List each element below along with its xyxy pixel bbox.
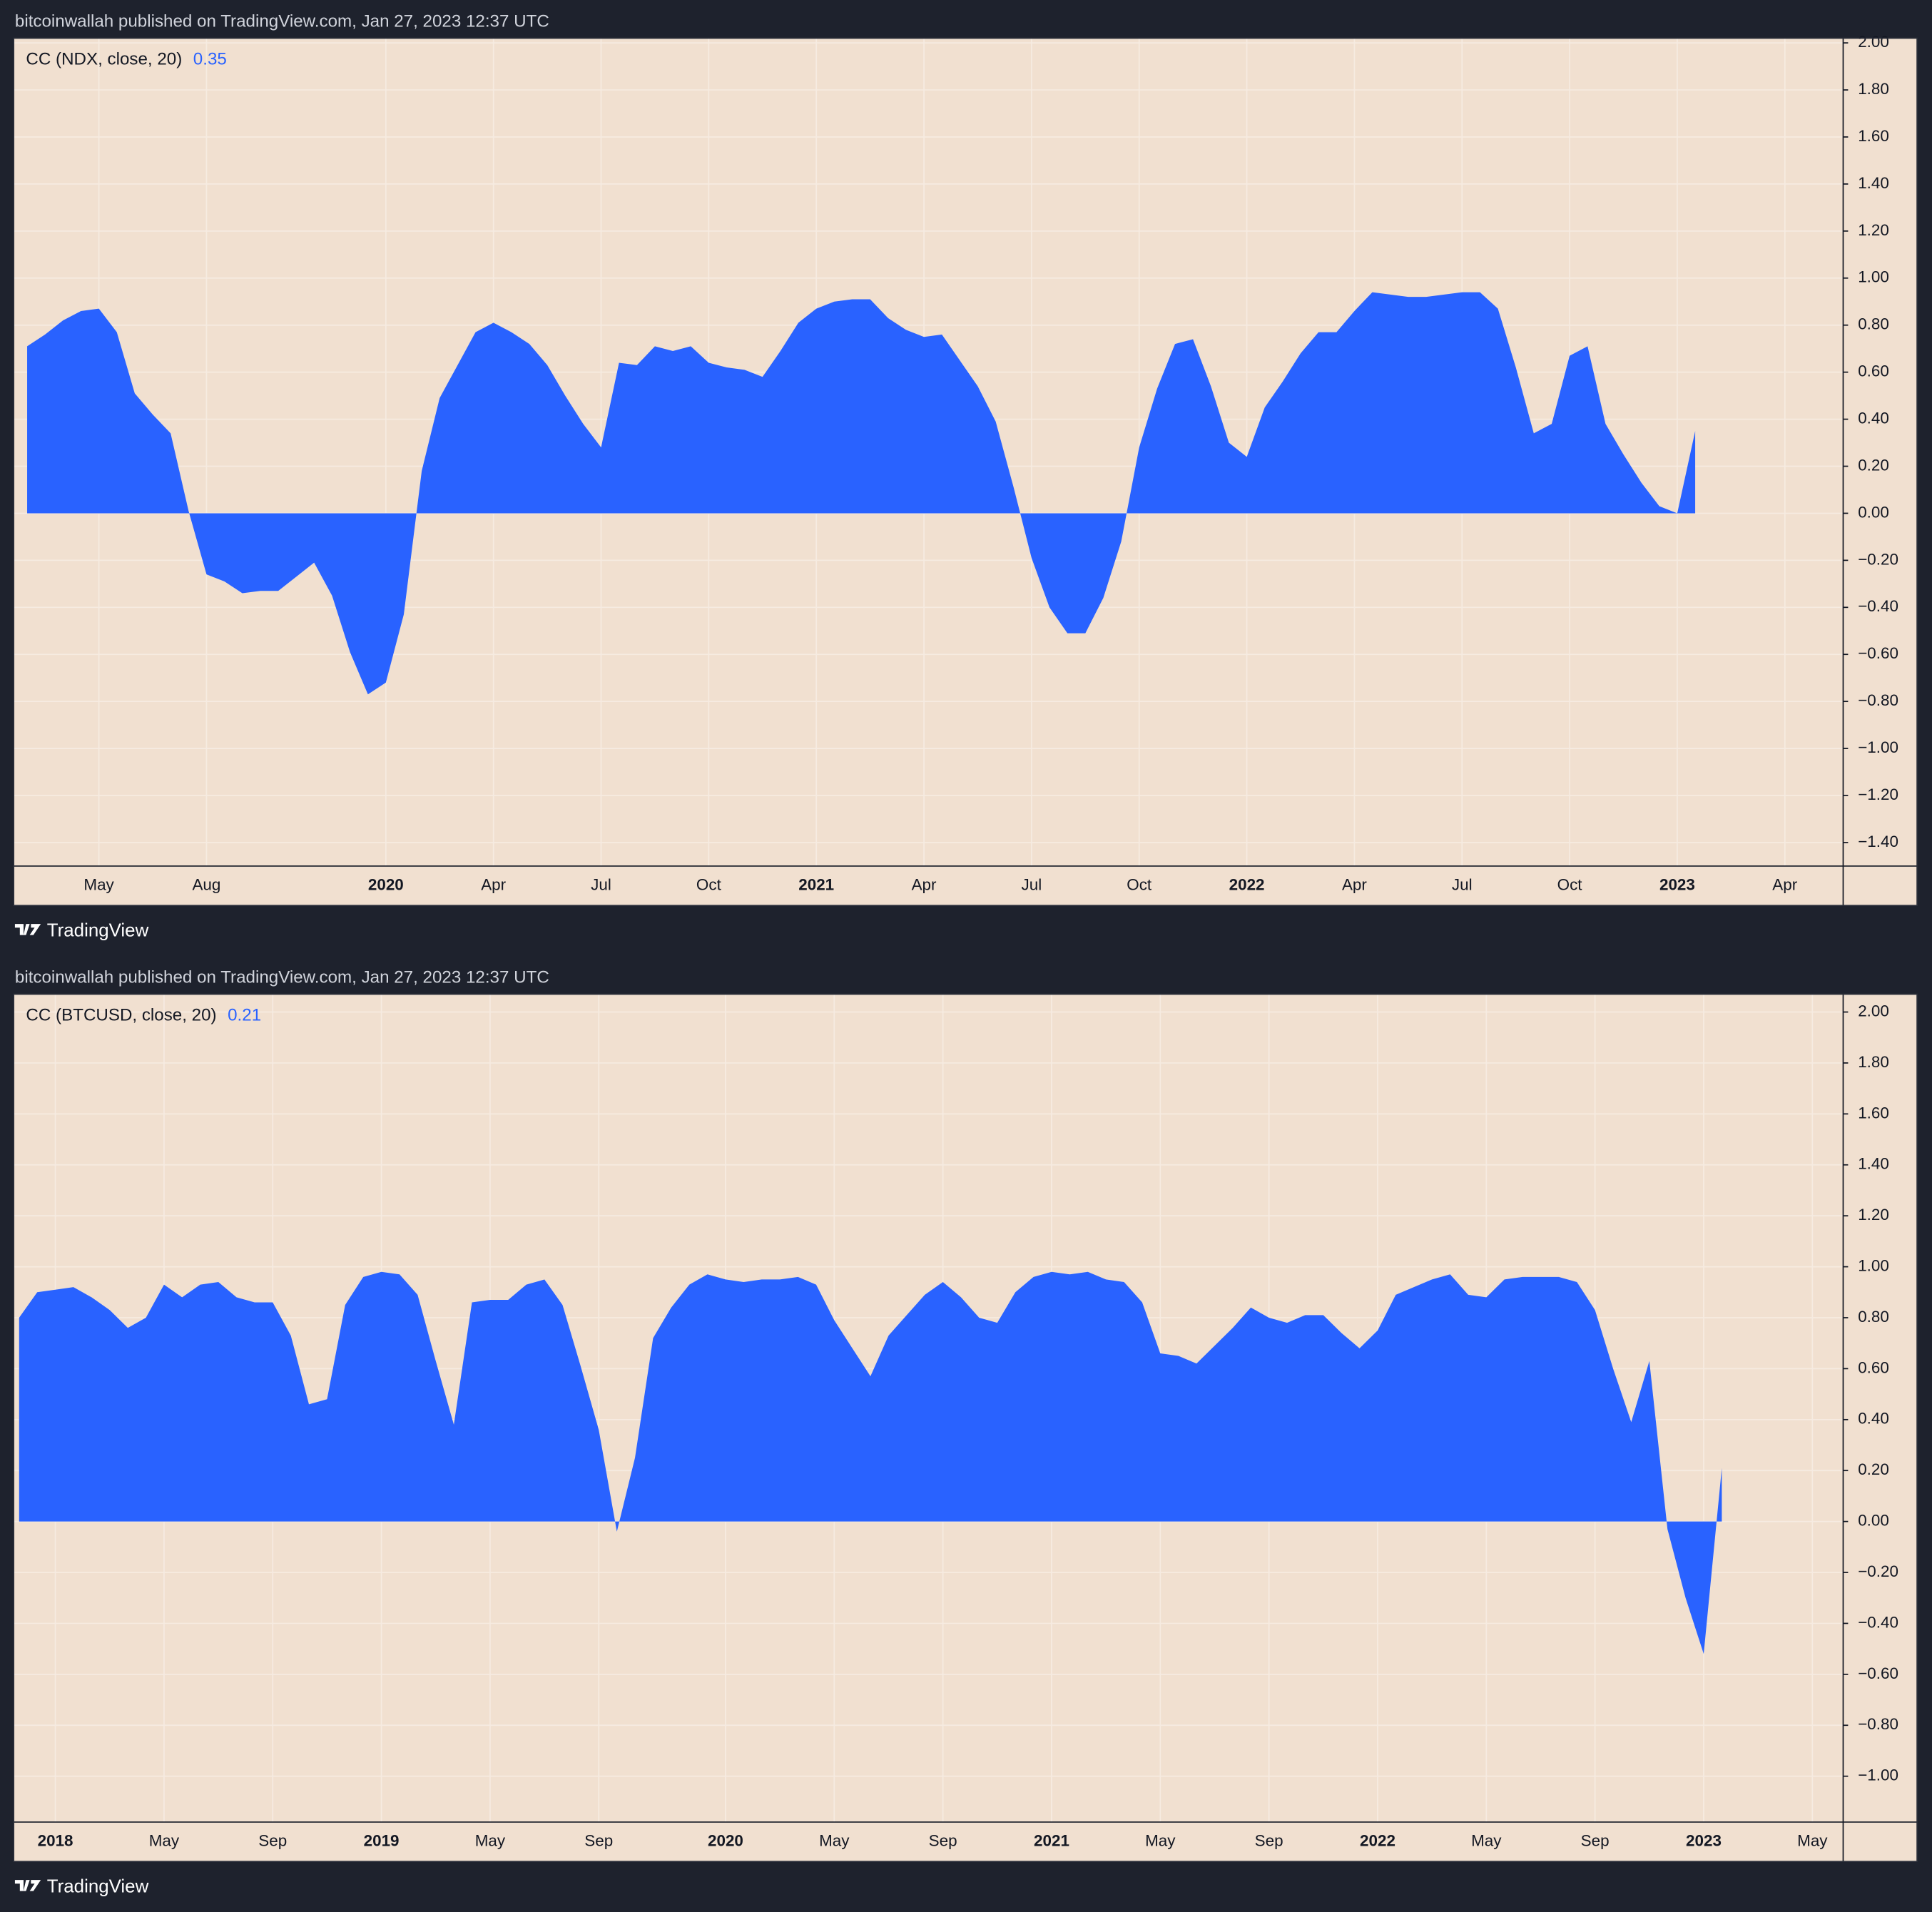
brand-name: TradingView: [47, 1876, 149, 1896]
x-tick-label: May: [475, 1831, 506, 1849]
x-tick-label: Apr: [481, 875, 506, 893]
brand-logo: [14, 1880, 41, 1891]
x-tick-label: May: [1471, 1831, 1502, 1849]
y-tick-label: 0.80: [1858, 315, 1889, 333]
x-tick-label: 2018: [38, 1831, 73, 1849]
x-tick-label: Sep: [258, 1831, 287, 1849]
x-tick-label: Apr: [1342, 875, 1367, 893]
y-tick-label: 0.40: [1858, 1410, 1889, 1428]
area: [27, 292, 1696, 695]
y-tick-label: 1.60: [1858, 1104, 1889, 1122]
y-tick-label: 1.20: [1858, 1206, 1889, 1224]
legend-value: 0.35: [193, 50, 227, 69]
x-tick-label: Oct: [1557, 875, 1583, 893]
x-tick-label: May: [1145, 1831, 1176, 1849]
x-tick-label: May: [149, 1831, 180, 1849]
x-tick-label: 2020: [708, 1831, 743, 1849]
y-tick-label: −0.60: [1858, 644, 1898, 662]
chart-panel: bitcoinwallah published on TradingView.c…: [13, 967, 1918, 1896]
chart-border: [13, 993, 1918, 1863]
y-tick-label: 1.80: [1858, 80, 1889, 98]
x-tick-label: Jul: [591, 875, 611, 893]
y-tick-label: −1.00: [1858, 1766, 1898, 1784]
legend-title: CC (NDX, close, 20): [26, 50, 182, 69]
y-tick-label: 2.00: [1858, 33, 1889, 51]
y-tick-label: 1.00: [1858, 1256, 1889, 1274]
x-tick-label: 2022: [1360, 1831, 1395, 1849]
y-tick-label: −1.00: [1858, 738, 1898, 756]
x-tick-label: 2021: [1034, 1831, 1069, 1849]
y-tick-label: 0.60: [1858, 1358, 1889, 1376]
y-tick-label: −0.20: [1858, 550, 1898, 568]
y-tick-label: 1.40: [1858, 174, 1889, 192]
x-tick-label: 2021: [798, 875, 834, 893]
x-tick-label: 2023: [1686, 1831, 1722, 1849]
y-tick-label: 1.40: [1858, 1155, 1889, 1173]
y-tick-label: 0.60: [1858, 362, 1889, 380]
y-tick-label: 0.00: [1858, 503, 1889, 521]
x-tick-label: Jul: [1452, 875, 1473, 893]
x-tick-label: 2020: [368, 875, 404, 893]
y-tick-label: 1.20: [1858, 221, 1889, 239]
y-tick-label: −0.60: [1858, 1664, 1898, 1682]
chart-border: [13, 37, 1918, 907]
legend-value: 0.21: [228, 1006, 261, 1025]
brand-name: TradingView: [47, 920, 149, 940]
x-tick-label: Oct: [696, 875, 722, 893]
x-tick-label: Aug: [192, 875, 220, 893]
x-tick-label: Apr: [1772, 875, 1797, 893]
y-tick-label: 1.00: [1858, 268, 1889, 286]
x-tick-label: Sep: [1255, 1831, 1283, 1849]
y-tick-label: 0.80: [1858, 1308, 1889, 1326]
x-tick-label: 2019: [364, 1831, 400, 1849]
y-tick-label: −1.20: [1858, 785, 1898, 803]
y-tick-label: −1.40: [1858, 833, 1898, 850]
x-tick-label: Sep: [584, 1831, 613, 1849]
legend: CC (NDX, close, 20) 0.35: [26, 50, 226, 69]
y-tick-label: 1.60: [1858, 127, 1889, 145]
x-tick-label: Sep: [1581, 1831, 1610, 1849]
x-tick-label: 2022: [1229, 875, 1265, 893]
y-tick-label: 2.00: [1858, 1002, 1889, 1019]
y-tick-label: −0.80: [1858, 1715, 1898, 1733]
y-tick-label: 1.80: [1858, 1053, 1889, 1071]
published-note: bitcoinwallah published on TradingView.c…: [15, 11, 549, 31]
x-tick-label: Sep: [929, 1831, 957, 1849]
x-tick-label: Apr: [912, 875, 937, 893]
x-tick-label: May: [819, 1831, 850, 1849]
y-tick-label: −0.40: [1858, 1613, 1898, 1631]
y-tick-label: 0.40: [1858, 410, 1889, 427]
legend-title: CC (BTCUSD, close, 20): [26, 1006, 216, 1025]
area: [19, 1271, 1722, 1654]
x-tick-label: Jul: [1022, 875, 1042, 893]
x-tick-label: May: [83, 875, 114, 893]
y-tick-label: 0.20: [1858, 456, 1889, 474]
legend: CC (BTCUSD, close, 20) 0.21: [26, 1006, 261, 1025]
y-tick-label: −0.20: [1858, 1562, 1898, 1580]
y-tick-label: 0.00: [1858, 1512, 1889, 1530]
y-tick-label: −0.80: [1858, 691, 1898, 709]
y-tick-label: 0.20: [1858, 1460, 1889, 1478]
x-tick-label: May: [1797, 1831, 1828, 1849]
x-tick-label: Oct: [1127, 875, 1152, 893]
brand-logo: [14, 924, 41, 935]
published-note: bitcoinwallah published on TradingView.c…: [15, 967, 549, 987]
y-tick-label: −0.40: [1858, 597, 1898, 615]
x-tick-label: 2023: [1659, 875, 1695, 893]
chart-panel: bitcoinwallah published on TradingView.c…: [13, 11, 1918, 940]
